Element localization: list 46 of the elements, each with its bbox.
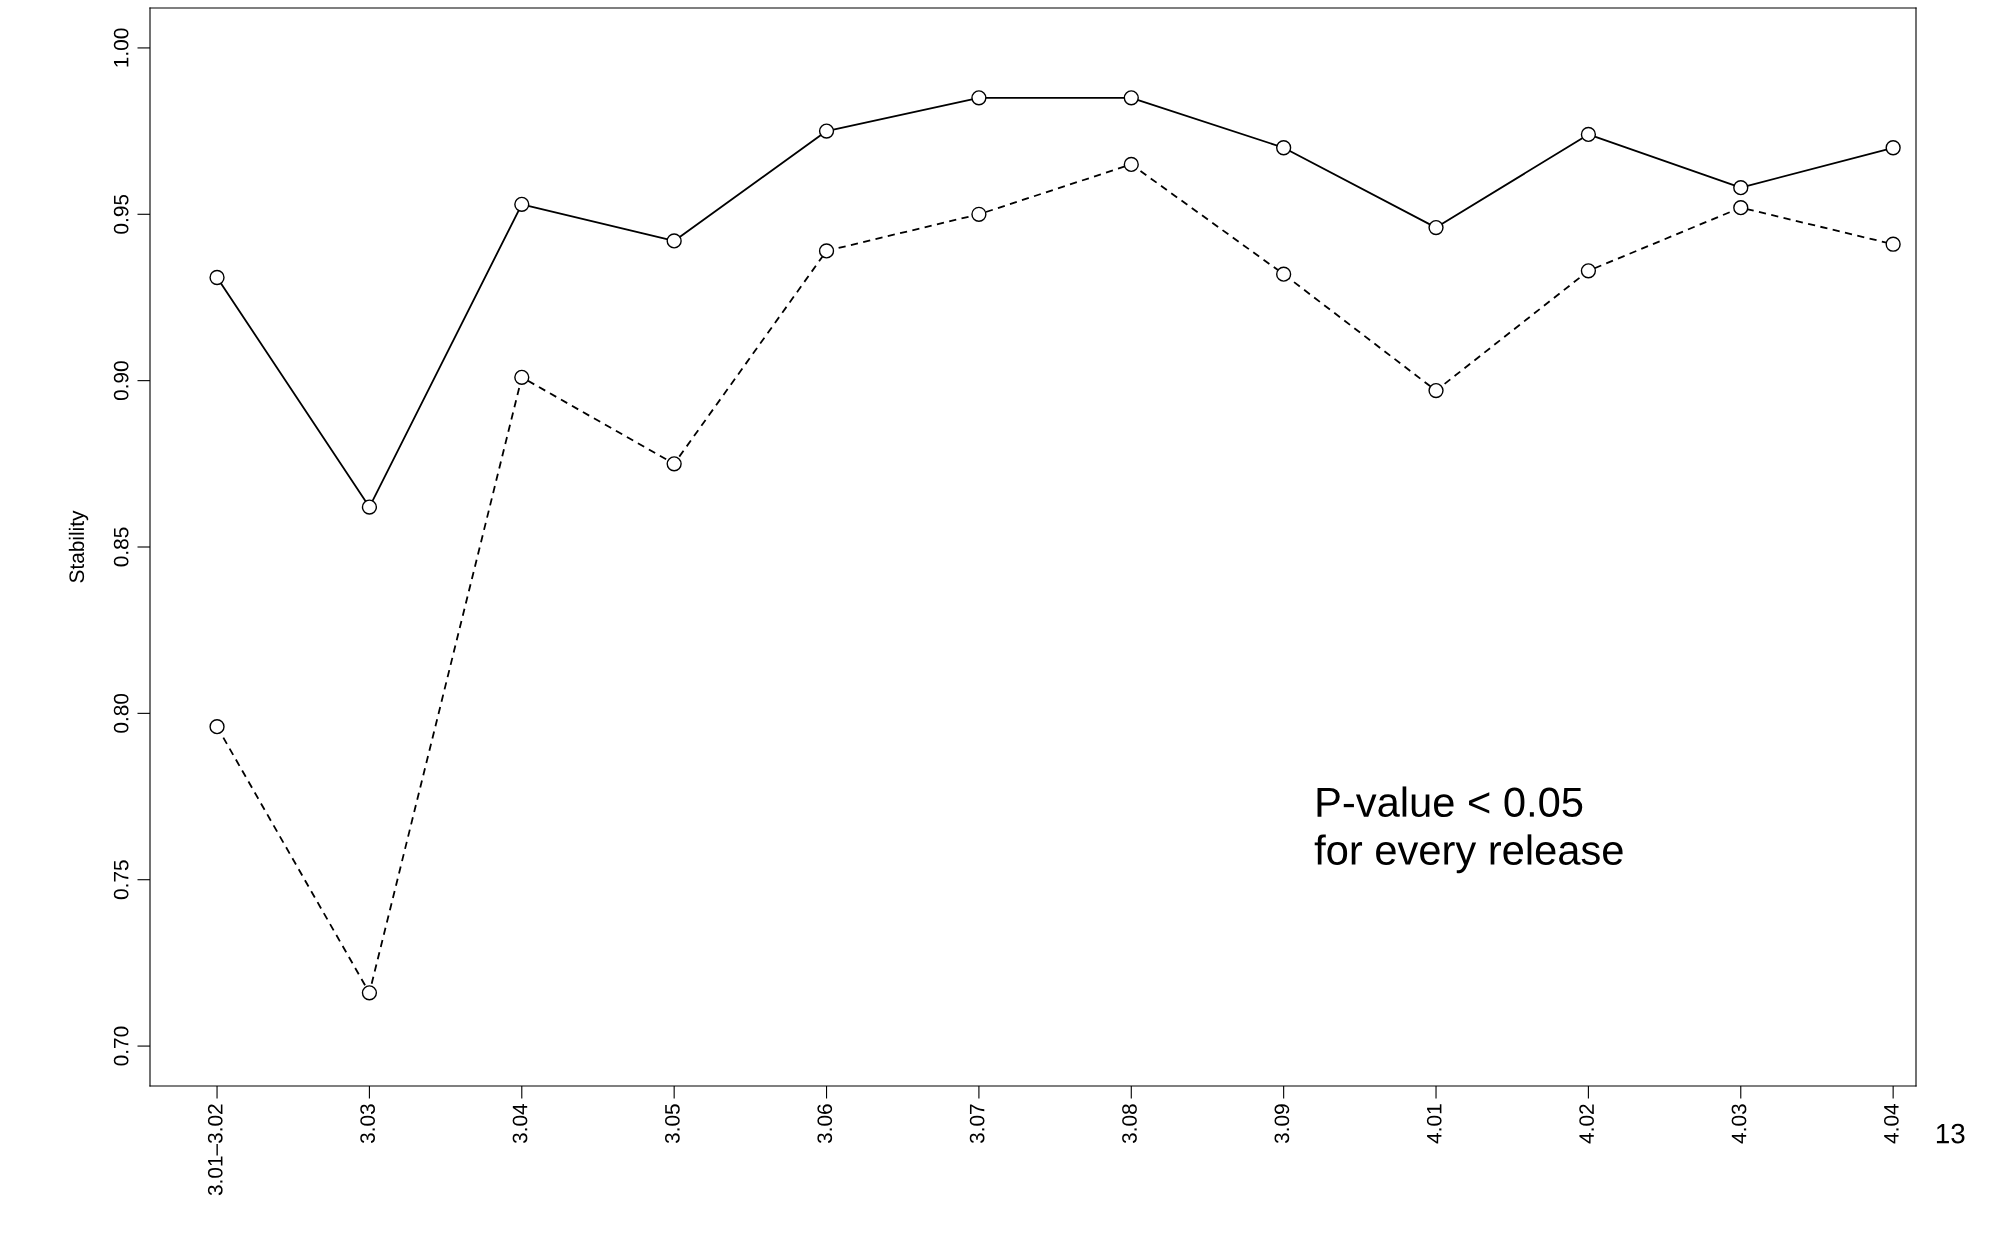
point	[361, 499, 378, 515]
point	[1428, 382, 1444, 399]
text: 13	[1936, 1123, 1965, 1144]
point	[1733, 199, 1749, 216]
y-axis-title: Stability	[68, 510, 89, 583]
point	[1580, 263, 1597, 279]
point	[666, 456, 682, 472]
point	[1733, 180, 1749, 196]
point	[1580, 126, 1597, 143]
y-tick-label: 0.75	[113, 860, 129, 900]
x-tick-label: 4.04	[1883, 1103, 1899, 1144]
point	[818, 243, 835, 259]
point	[1885, 236, 1901, 252]
point	[514, 369, 530, 385]
point	[1123, 156, 1139, 173]
x-tick-label: 4.01	[1426, 1104, 1442, 1144]
x-tick-label: 3.05	[665, 1104, 680, 1144]
point	[209, 719, 225, 735]
point	[1123, 90, 1139, 106]
y-tick-label: 0.90	[113, 361, 129, 401]
point	[666, 233, 682, 249]
point	[514, 196, 530, 212]
x-tick-label: 3.04	[512, 1103, 528, 1144]
point	[361, 985, 378, 1001]
y-tick-label: 0.80	[113, 693, 129, 733]
point	[1885, 140, 1901, 156]
x-tick-label: 4.03	[1731, 1104, 1747, 1144]
annotation: P-value < 0.05 for every release	[1314, 786, 1623, 874]
point	[971, 90, 987, 106]
point	[971, 206, 987, 222]
y-tick-label: 1.00	[113, 28, 129, 67]
x-tick-label: 3.08	[1122, 1104, 1137, 1144]
x-tick-label: 3.06	[817, 1104, 833, 1144]
y-tick-label: 0.70	[113, 1026, 129, 1066]
y-tick-label: 0.95	[113, 194, 129, 234]
x-tick-label: 3.07	[969, 1104, 985, 1144]
point	[1428, 219, 1444, 236]
x-tick-label: 3.09	[1274, 1104, 1290, 1144]
point	[1276, 140, 1292, 156]
point	[209, 269, 225, 286]
x-tick-label: 3.01–3.02	[207, 1104, 223, 1196]
point	[818, 123, 835, 139]
point	[1276, 266, 1292, 282]
y-tick-label: 0.85	[113, 527, 129, 567]
x-tick-label: 4.02	[1579, 1104, 1594, 1144]
x-tick-label: 3.03	[360, 1104, 376, 1144]
